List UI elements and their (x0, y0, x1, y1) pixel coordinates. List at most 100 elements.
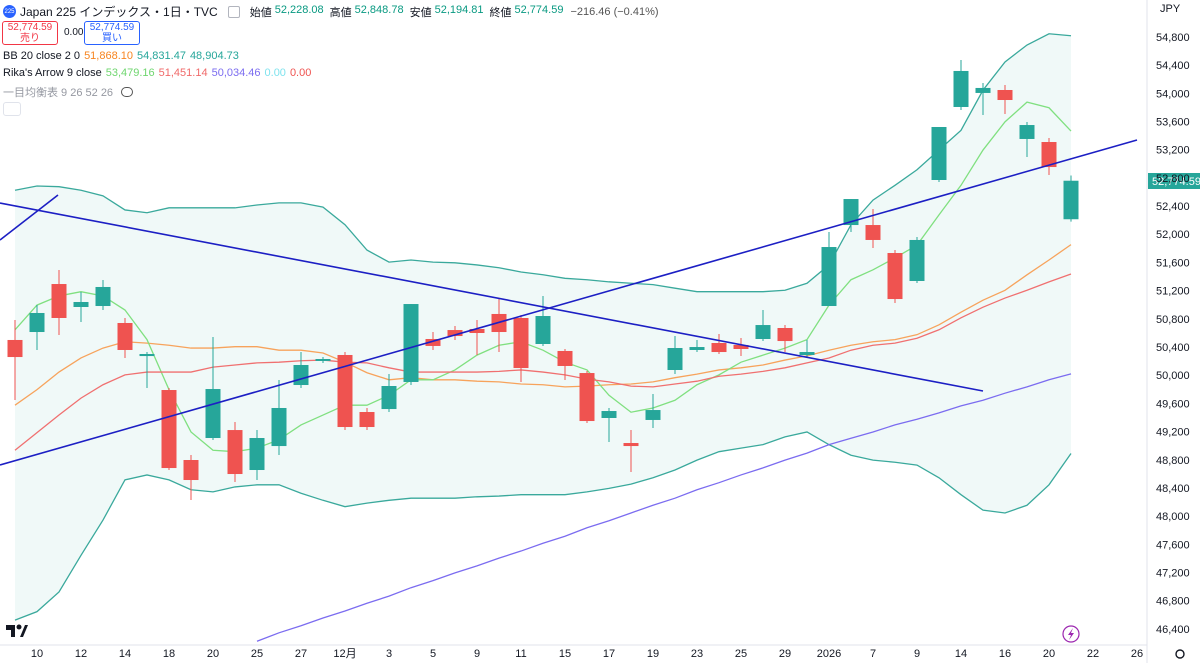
hidden-icon (121, 87, 134, 97)
tv-logo (6, 624, 28, 637)
x-tick-label: 26 (1131, 648, 1143, 660)
candle-body (887, 253, 903, 300)
x-tick-label: 19 (647, 648, 659, 660)
x-tick-label: 23 (691, 648, 703, 660)
indicator-row[interactable]: Rika's Arrow 9 close 53,479.16 51,451.14 50… (3, 67, 311, 79)
indicator-line (14, 33, 1072, 293)
candle-body (799, 352, 815, 355)
indicator-value: 48,904.73 (189, 50, 239, 62)
sell-button[interactable]: 52,774.59 売り (2, 21, 58, 45)
spread: 0.00 (64, 27, 84, 38)
indicator-row[interactable]: 一目均衡表 9 26 52 26 (3, 84, 134, 100)
symbol-icon[interactable] (227, 5, 240, 18)
x-tick-label: 20 (207, 648, 219, 660)
candle-body (821, 247, 837, 307)
last-price-tag (1148, 173, 1200, 189)
y-tick-label: 46,800 (1156, 596, 1190, 608)
x-tick-label: 16 (999, 648, 1011, 660)
candle-body (425, 338, 441, 346)
indicator-value: 51,451.14 (158, 67, 208, 79)
x-tick-label: 22 (1087, 648, 1099, 660)
x-tick-label: 2026 (817, 648, 841, 660)
sell-price: 52,774.59 (7, 22, 53, 33)
candle-body (865, 225, 881, 240)
candle-body (667, 348, 683, 371)
candle-body (51, 284, 67, 318)
alert-icon[interactable] (1062, 625, 1080, 643)
y-tick-label: 53,600 (1156, 116, 1190, 128)
y-tick-label: 48,800 (1156, 455, 1190, 467)
y-tick-label: 52,400 (1156, 201, 1190, 213)
candle-body (623, 443, 639, 447)
candle-body (579, 373, 595, 422)
candle-body (205, 389, 221, 439)
buy-label: 買い (102, 33, 122, 44)
x-tick-label: 18 (163, 648, 175, 660)
candle-body (7, 339, 23, 358)
candle-body (469, 328, 485, 334)
candle-body (953, 70, 969, 107)
ohlc-value: 52,848.78 (354, 3, 404, 16)
ohlc-value: 52,228.08 (274, 3, 324, 16)
indicator-line (14, 244, 1072, 406)
trend-line (0, 139, 1138, 466)
x-tick-label: 25 (735, 648, 747, 660)
plot (7, 33, 1079, 642)
x-tick-label: 25 (251, 648, 263, 660)
candle-body (601, 411, 617, 418)
candle-body (29, 312, 45, 333)
indicator-value: 51,868.10 (84, 50, 133, 62)
candle-body (271, 407, 287, 447)
settings-icon[interactable] (1175, 649, 1185, 659)
change: −216.46 (−0.41%) (570, 5, 659, 18)
candle-body (447, 330, 463, 337)
last-price-label: 52,774.59 (1152, 176, 1200, 188)
y-tick-label: 52,000 (1156, 229, 1190, 241)
indicator-value: 50,034.46 (211, 67, 261, 79)
indicator-value: 0.00 (289, 67, 312, 79)
x-tick-label: 7 (870, 648, 876, 660)
sell-label: 売り (20, 33, 40, 44)
y-tick-label: 49,200 (1156, 427, 1190, 439)
candle-body (975, 87, 991, 93)
candle-body (733, 344, 749, 349)
indicator-row[interactable]: BB 20 close 2 0 51,868.10 54,831.47 48,904.… (3, 50, 239, 62)
symbol-badge: 225 (3, 5, 16, 18)
header: 225 Japan 225 インデックス・1日・TVC 始値 52,228.08 高… (3, 3, 659, 20)
y-tick-label: 50,000 (1156, 370, 1190, 382)
buy-price: 52,774.59 (89, 22, 135, 33)
x-tick-label: 9 (914, 648, 920, 660)
buy-button[interactable]: 52,774.59 買い (84, 21, 140, 45)
ohlc-label: 終値 (489, 6, 512, 19)
y-tick-label: 51,600 (1156, 257, 1190, 269)
x-tick-label: 11 (515, 648, 526, 660)
symbol[interactable]: Japan 225 インデックス・1日・TVC (20, 5, 218, 19)
candle-body (359, 412, 375, 428)
collapse-button[interactable] (3, 102, 21, 116)
plot-area (0, 0, 1147, 645)
alert-icon-bolt (1068, 628, 1074, 640)
candle-body (95, 286, 111, 307)
candle-body (755, 325, 771, 339)
candle-body (997, 89, 1013, 101)
y-tick-label: 49,600 (1156, 398, 1190, 410)
y-tick-label: 54,000 (1156, 88, 1190, 100)
y-tick-label: 47,600 (1156, 539, 1190, 551)
candle-body (513, 317, 529, 369)
candle-body (1041, 142, 1057, 168)
ohlc-value: 52,774.59 (514, 3, 564, 16)
candle-body (139, 354, 155, 357)
candle-body (227, 430, 243, 475)
y-tick-label: 54,800 (1156, 32, 1190, 44)
indicator-name: BB 20 close 2 0 (3, 50, 81, 62)
x-tick-label: 14 (119, 648, 131, 660)
ohlc-label: 高値 (329, 6, 352, 19)
candle-body (161, 390, 177, 469)
candle-body (293, 364, 309, 386)
candle-body (381, 385, 397, 410)
candle-body (557, 350, 573, 366)
candle-body (777, 327, 793, 342)
x-tick-label: 20 (1043, 648, 1055, 660)
candle-body (337, 354, 353, 428)
